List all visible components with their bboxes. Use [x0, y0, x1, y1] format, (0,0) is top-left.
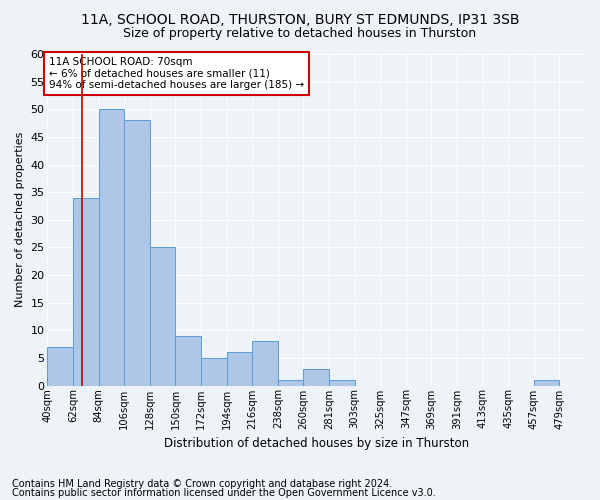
Bar	[98, 110, 124, 386]
Bar	[252, 342, 278, 386]
Bar	[329, 380, 355, 386]
Bar	[227, 352, 252, 386]
Bar	[124, 120, 150, 386]
Bar	[278, 380, 304, 386]
Bar	[175, 336, 201, 386]
Text: Contains HM Land Registry data © Crown copyright and database right 2024.: Contains HM Land Registry data © Crown c…	[12, 479, 392, 489]
Bar	[201, 358, 227, 386]
X-axis label: Distribution of detached houses by size in Thurston: Distribution of detached houses by size …	[164, 437, 469, 450]
Bar	[73, 198, 98, 386]
Y-axis label: Number of detached properties: Number of detached properties	[15, 132, 25, 308]
Text: 11A SCHOOL ROAD: 70sqm
← 6% of detached houses are smaller (11)
94% of semi-deta: 11A SCHOOL ROAD: 70sqm ← 6% of detached …	[49, 57, 304, 90]
Text: Size of property relative to detached houses in Thurston: Size of property relative to detached ho…	[124, 28, 476, 40]
Text: 11A, SCHOOL ROAD, THURSTON, BURY ST EDMUNDS, IP31 3SB: 11A, SCHOOL ROAD, THURSTON, BURY ST EDMU…	[81, 12, 519, 26]
Bar	[304, 369, 329, 386]
Bar	[534, 380, 559, 386]
Bar	[47, 347, 73, 386]
Bar	[150, 248, 175, 386]
Text: Contains public sector information licensed under the Open Government Licence v3: Contains public sector information licen…	[12, 488, 436, 498]
